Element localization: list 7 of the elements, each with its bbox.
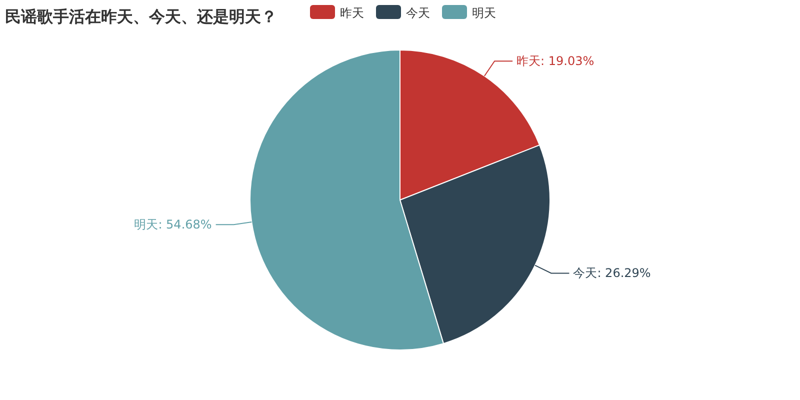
data-label: 昨天: 19.03% bbox=[516, 54, 594, 68]
chart-title: 民谣歌手活在昨天、今天、还是明天？ bbox=[5, 7, 277, 26]
legend-label: 明天 bbox=[472, 6, 496, 20]
data-label: 今天: 26.29% bbox=[573, 266, 651, 280]
legend-label: 昨天 bbox=[340, 6, 364, 20]
data-label: 明天: 54.68% bbox=[134, 218, 212, 232]
legend-label: 今天 bbox=[406, 6, 430, 20]
